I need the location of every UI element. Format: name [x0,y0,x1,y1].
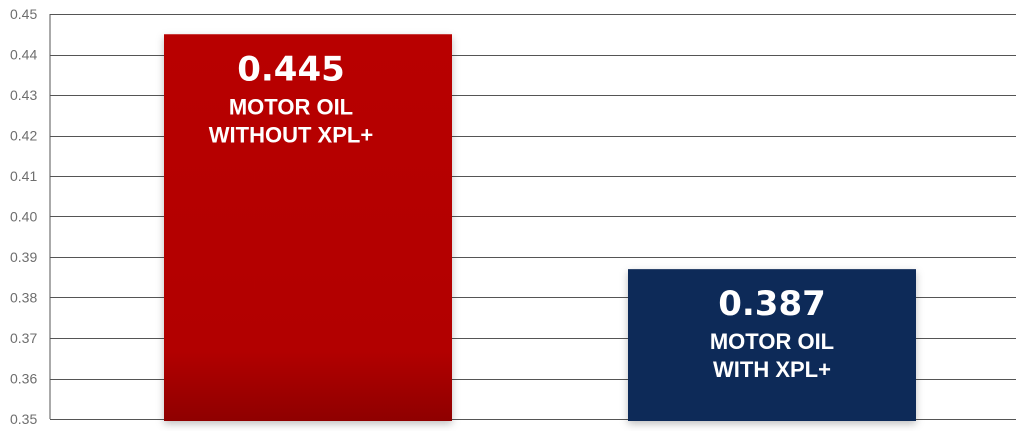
bar-group: 0.387 MOTOR OIL WITH XPL+ [628,269,916,421]
y-tick-label: 0.37 [10,330,37,346]
y-tick-label: 0.41 [10,168,37,184]
y-tick-label: 0.45 [10,6,37,22]
y-tick-label: 0.38 [10,290,37,306]
bar-value-label: 0.387 [718,284,826,324]
bar-category-label: WITH XPL+ [713,357,831,382]
bar [164,34,452,421]
bar-category-label: MOTOR OIL [229,94,353,119]
bar [628,269,916,421]
y-tick-label: 0.39 [10,249,37,265]
y-tick-label: 0.40 [10,209,37,225]
y-tick-label: 0.43 [10,87,37,103]
bar-category-label: MOTOR OIL [710,329,834,354]
y-axis-ticks: 0.35 0.36 0.37 0.38 0.39 0.40 0.41 0.42 0.43 0.44… [10,6,37,427]
bar-category-label: WITHOUT XPL+ [209,122,373,147]
y-tick-label: 0.35 [10,411,37,427]
bars: 0.445 MOTOR OIL WITHOUT XPL+ 0.387 MOTOR OIL… [164,34,916,421]
y-tick-label: 0.42 [10,128,37,144]
bar-group: 0.445 MOTOR OIL WITHOUT XPL+ [164,34,452,421]
y-tick-label: 0.44 [10,47,37,63]
bar-value-label: 0.445 [237,49,345,89]
y-tick-label: 0.36 [10,371,37,387]
